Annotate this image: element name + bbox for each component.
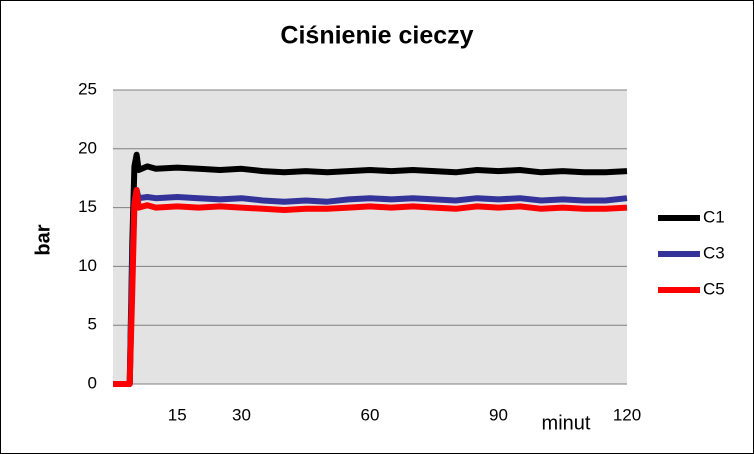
x-tick-label: 30 xyxy=(232,405,251,424)
legend-label: C3 xyxy=(703,243,725,262)
legend-label: C5 xyxy=(703,279,725,298)
y-tick-label: 5 xyxy=(88,315,97,334)
x-tick-label: 90 xyxy=(489,405,508,424)
series-line xyxy=(113,187,628,387)
x-axis-label: minut xyxy=(542,412,591,434)
x-tick-label: 120 xyxy=(613,405,641,424)
y-tick-label: 0 xyxy=(88,373,97,392)
chart-title: Ciśnienie cieczy xyxy=(280,22,473,50)
legend-label: C1 xyxy=(703,207,725,226)
y-tick-label: 20 xyxy=(78,138,97,157)
plot-area xyxy=(113,90,627,384)
y-tick-label: 25 xyxy=(78,79,97,98)
series-line xyxy=(113,151,628,387)
y-axis-label: bar xyxy=(32,224,54,255)
x-tick-label: 60 xyxy=(361,405,380,424)
y-tick-label: 10 xyxy=(78,256,97,275)
y-tick-label: 15 xyxy=(78,197,97,216)
x-tick-label: 15 xyxy=(168,405,187,424)
